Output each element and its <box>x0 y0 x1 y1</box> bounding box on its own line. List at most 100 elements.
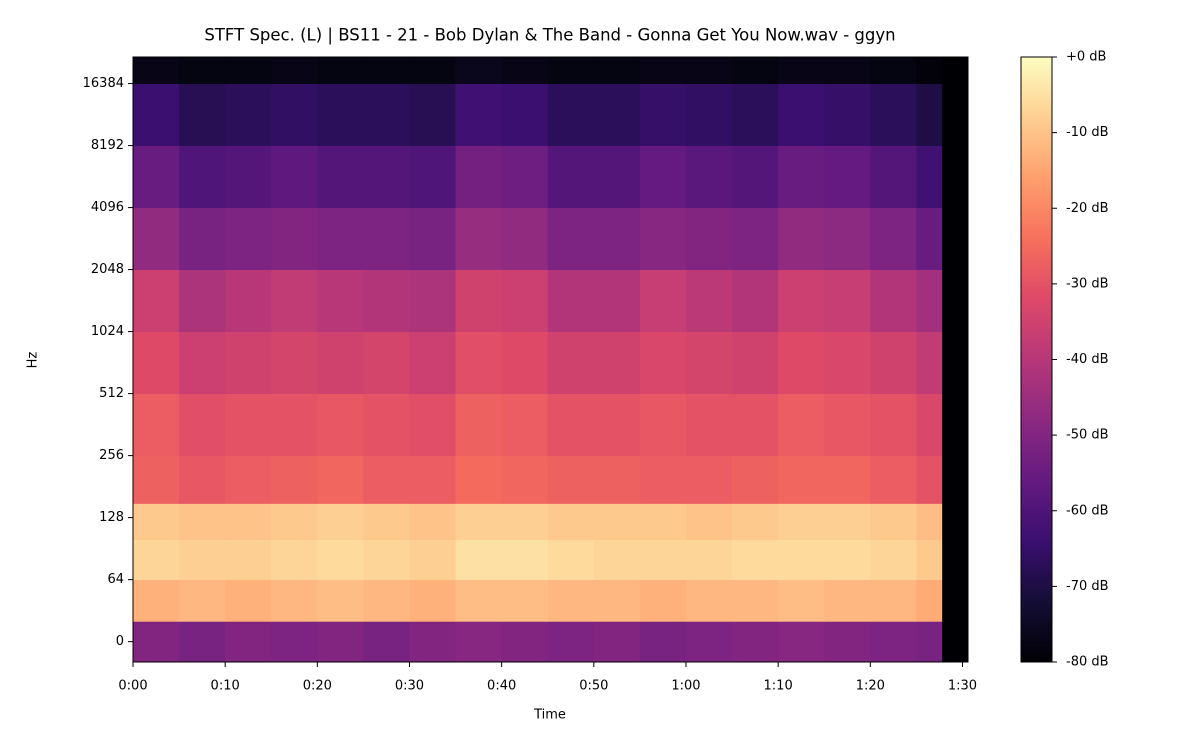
spectrogram-cell <box>732 579 779 622</box>
spectrogram-cell <box>824 145 871 208</box>
colorbar-tick-label: -20 dB <box>1066 201 1109 216</box>
spectrogram-cell <box>824 455 871 504</box>
spectrogram-cell <box>271 455 318 504</box>
spectrogram-cell <box>639 207 687 270</box>
y-tick-label: 256 <box>99 448 124 463</box>
y-tick-label: 128 <box>99 510 124 525</box>
spectrogram-cell <box>179 145 226 208</box>
spectrogram-cell <box>685 57 733 84</box>
spectrogram-cell <box>547 207 595 270</box>
spectrogram-cell <box>133 455 180 504</box>
spectrogram-cell <box>916 621 943 663</box>
spectrogram-cell <box>639 57 687 84</box>
spectrogram-cell <box>778 207 825 270</box>
spectrogram-cell <box>271 331 318 395</box>
spectrogram-cell <box>870 145 917 208</box>
spectrogram-cell <box>593 269 641 333</box>
spectrogram-cell <box>639 539 687 581</box>
spectrogram-cell <box>455 269 503 333</box>
spectrogram-cell <box>225 503 272 541</box>
spectrogram-cell <box>547 83 595 146</box>
spectrogram-cell <box>916 503 943 541</box>
spectrogram-cell <box>942 455 969 504</box>
spectrogram-cell <box>271 207 318 270</box>
spectrogram-cell <box>317 393 364 457</box>
spectrogram-cell <box>824 57 871 84</box>
colorbar-tick-label: +0 dB <box>1066 50 1106 65</box>
spectrogram-cell <box>179 539 226 581</box>
spectrogram-cell <box>870 393 917 457</box>
spectrogram-cell <box>639 393 687 457</box>
spectrogram-cell <box>778 269 825 333</box>
spectrogram-cell <box>501 331 549 395</box>
colorbar-tick-label: -80 dB <box>1066 655 1109 670</box>
spectrogram-cell <box>824 269 871 333</box>
spectrogram-cell <box>824 207 871 270</box>
spectrogram-cell <box>317 455 364 504</box>
x-tick-label: 0:10 <box>211 679 240 694</box>
x-tick-label: 0:40 <box>487 679 516 694</box>
spectrogram-cell <box>870 455 917 504</box>
spectrogram-cell <box>870 83 917 146</box>
spectrogram-cell <box>271 57 318 84</box>
spectrogram-cell <box>824 539 871 581</box>
spectrogram-cell <box>409 579 456 622</box>
spectrogram-cell <box>942 269 969 333</box>
spectrogram-cell <box>593 331 641 395</box>
spectrogram-cell <box>179 393 226 457</box>
spectrogram-cell <box>824 579 871 622</box>
spectrogram-cell <box>639 621 687 663</box>
spectrogram-cell <box>271 621 318 663</box>
spectrogram-cell <box>271 145 318 208</box>
spectrogram-cell <box>732 621 779 663</box>
spectrogram-cell <box>271 269 318 333</box>
spectrogram-cell <box>870 269 917 333</box>
spectrogram-cell <box>942 145 969 208</box>
spectrogram-cell <box>317 207 364 270</box>
spectrogram-cell <box>409 207 456 270</box>
spectrogram-cell <box>501 539 549 581</box>
spectrogram-cell <box>501 503 549 541</box>
spectrogram-cell <box>133 207 180 270</box>
spectrogram-cell <box>179 455 226 504</box>
spectrogram-cell <box>824 393 871 457</box>
spectrogram-cell <box>916 539 943 581</box>
colorbar-tick-label: -10 dB <box>1066 125 1109 140</box>
spectrogram-cell <box>363 455 410 504</box>
spectrogram-cell <box>593 539 641 581</box>
spectrogram-cell <box>409 83 456 146</box>
spectrogram-cell <box>317 83 364 146</box>
spectrogram-cell <box>179 207 226 270</box>
spectrogram-cell <box>133 503 180 541</box>
spectrogram-cell <box>593 207 641 270</box>
spectrogram-cell <box>916 83 943 146</box>
spectrogram-cell <box>363 57 410 84</box>
spectrogram-cell <box>778 539 825 581</box>
spectrogram-cell <box>501 83 549 146</box>
spectrogram-cell <box>225 539 272 581</box>
spectrogram-cell <box>409 145 456 208</box>
spectrogram-cell <box>916 331 943 395</box>
spectrogram-cell <box>685 503 733 541</box>
spectrogram-cell <box>639 503 687 541</box>
chart-title: STFT Spec. (L) | BS11 - 21 - Bob Dylan &… <box>204 26 895 45</box>
spectrogram-cell <box>455 57 503 84</box>
spectrogram-cell <box>363 83 410 146</box>
spectrogram-cell <box>409 57 456 84</box>
spectrogram-cell <box>732 331 779 395</box>
colorbar <box>1020 56 1053 663</box>
spectrogram-cell <box>133 393 180 457</box>
spectrogram-cell <box>870 207 917 270</box>
spectrogram-cell <box>179 57 226 84</box>
y-tick-label: 16384 <box>83 76 124 91</box>
spectrogram-cell <box>942 331 969 395</box>
spectrogram-cell <box>685 331 733 395</box>
spectrogram-cell <box>870 539 917 581</box>
spectrogram-cell <box>547 393 595 457</box>
spectrogram-cell <box>547 455 595 504</box>
spectrogram-cell <box>133 269 180 333</box>
spectrogram-cell <box>409 269 456 333</box>
spectrogram-cell <box>547 579 595 622</box>
spectrogram-cell <box>593 455 641 504</box>
